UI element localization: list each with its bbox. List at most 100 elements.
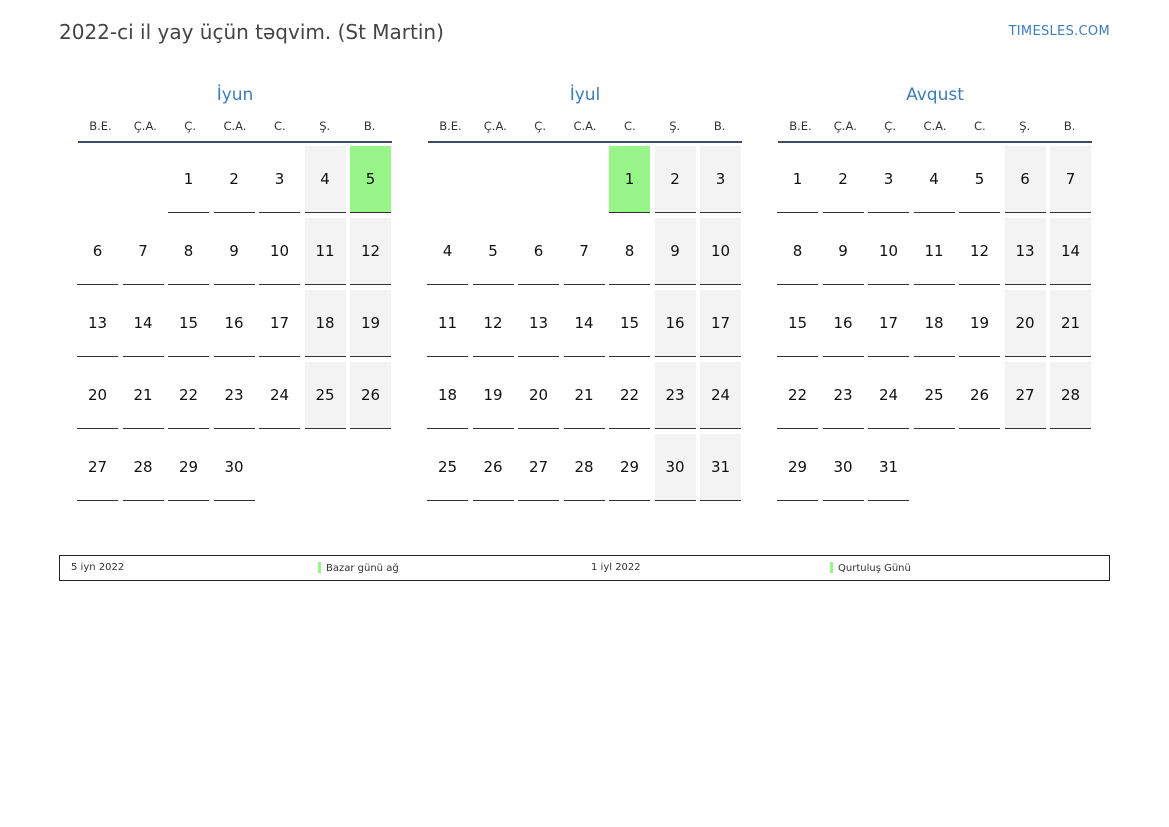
day-cell: 27 xyxy=(1004,362,1046,429)
weekday-label: B. xyxy=(713,119,726,133)
day-cell: 1 xyxy=(168,146,209,213)
weekday-label: B.E. xyxy=(439,119,462,133)
day-cell: 18 xyxy=(913,290,955,357)
day-cell: 29 xyxy=(609,434,650,501)
weekday-label: Ç.A. xyxy=(133,119,157,133)
day-cell: 13 xyxy=(518,290,559,357)
day-cell: 20 xyxy=(518,362,559,429)
month-title: İyun xyxy=(216,85,254,105)
day-cell: 3 xyxy=(700,146,741,213)
day-cell: 4 xyxy=(427,218,468,285)
day-cell: 3 xyxy=(868,146,909,213)
day-cell: 11 xyxy=(304,218,346,285)
day-cell: 7 xyxy=(563,218,605,285)
day-cell: 28 xyxy=(563,434,605,501)
day-cell: 9 xyxy=(213,218,255,285)
day-cell: 14 xyxy=(563,290,605,357)
day-cell: 10 xyxy=(700,218,741,285)
weekday-label: Ş. xyxy=(1019,119,1031,133)
day-cell: 30 xyxy=(654,434,696,501)
day-cell: 17 xyxy=(868,290,909,357)
day-cell: 11 xyxy=(913,218,955,285)
empty-day-cell xyxy=(123,146,164,212)
day-cell: 25 xyxy=(913,362,955,429)
day-cell: 21 xyxy=(1050,290,1091,357)
day-cell: 23 xyxy=(213,362,255,429)
empty-day-cell xyxy=(77,146,118,212)
day-cell: 27 xyxy=(518,434,559,501)
day-cell: 30 xyxy=(213,434,255,501)
day-cell: 19 xyxy=(350,290,391,357)
day-cell: 20 xyxy=(1004,290,1046,357)
day-cell: 1 xyxy=(777,146,818,213)
weekday-label: Ç. xyxy=(884,119,896,133)
weekday-label: C.A. xyxy=(923,119,947,133)
day-cell: 19 xyxy=(959,290,1000,357)
weekday-label: B. xyxy=(363,119,376,133)
day-cell: 31 xyxy=(868,434,909,501)
day-cell: 6 xyxy=(518,218,559,285)
day-cell: 24 xyxy=(700,362,741,429)
weekday-label: C.A. xyxy=(223,119,247,133)
day-cell: 29 xyxy=(777,434,818,501)
holiday-day-cell: 1 xyxy=(609,146,650,213)
day-cell: 5 xyxy=(959,146,1000,213)
day-cell: 2 xyxy=(213,146,255,213)
day-cell: 3 xyxy=(259,146,300,213)
empty-day-cell xyxy=(473,146,514,212)
day-cell: 16 xyxy=(822,290,864,357)
weekday-label: Ş. xyxy=(319,119,331,133)
day-cell: 16 xyxy=(654,290,696,357)
day-cell: 21 xyxy=(122,362,164,429)
day-cell: 26 xyxy=(350,362,391,429)
legend-date: 5 iyn 2022 xyxy=(71,562,125,573)
day-cell: 8 xyxy=(777,218,818,285)
day-cell: 18 xyxy=(304,290,346,357)
weekday-label: C.A. xyxy=(573,119,597,133)
day-cell: 10 xyxy=(259,218,300,285)
weekday-label: Ş. xyxy=(669,119,681,133)
day-cell: 7 xyxy=(122,218,164,285)
day-cell: 12 xyxy=(350,218,391,285)
day-cell: 25 xyxy=(427,434,468,501)
day-cell: 16 xyxy=(213,290,255,357)
legend-entry: Bazar günü ağ xyxy=(318,562,399,574)
weekday-label: B.E. xyxy=(789,119,812,133)
empty-day-cell xyxy=(427,146,468,212)
day-cell: 31 xyxy=(700,434,741,501)
weekday-label: C. xyxy=(274,119,286,133)
day-cell: 28 xyxy=(1050,362,1091,429)
holiday-legend: 5 iyn 2022 Bazar günü ağ 1 iyl 2022 Qurt… xyxy=(59,555,1110,581)
weekday-label: B. xyxy=(1063,119,1076,133)
month-title: İyul xyxy=(569,85,601,105)
weekday-label: Ç. xyxy=(534,119,546,133)
brand-link[interactable]: TIMESLES.COM xyxy=(1008,24,1110,39)
day-cell: 8 xyxy=(168,218,209,285)
weekday-label: Ç. xyxy=(184,119,196,133)
day-cell: 23 xyxy=(654,362,696,429)
day-cell: 4 xyxy=(304,146,346,213)
holiday-day-cell: 5 xyxy=(350,146,391,213)
holiday-color-marker xyxy=(318,562,321,573)
day-cell: 9 xyxy=(822,218,864,285)
day-cell: 17 xyxy=(259,290,300,357)
weekday-header: B.E. Ç.A. Ç. C.A. C. Ş. B. xyxy=(78,108,392,143)
weekday-label: Ç.A. xyxy=(483,119,507,133)
day-cell: 17 xyxy=(700,290,741,357)
day-cell: 8 xyxy=(609,218,650,285)
day-cell: 20 xyxy=(77,362,118,429)
day-cell: 22 xyxy=(609,362,650,429)
day-cell: 25 xyxy=(304,362,346,429)
day-cell: 15 xyxy=(609,290,650,357)
day-cell: 15 xyxy=(777,290,818,357)
day-cell: 6 xyxy=(1004,146,1046,213)
holiday-color-marker xyxy=(830,562,833,573)
day-cell: 22 xyxy=(777,362,818,429)
day-grid: 1 2 3 4 5 6 7 8 9 10 11 12 13 14 15 16 17 18 19 20 21 22 23 24 2… xyxy=(77,146,393,501)
day-cell: 14 xyxy=(1050,218,1091,285)
legend-entry: Qurtuluş Günü xyxy=(830,562,911,574)
day-cell: 2 xyxy=(822,146,864,213)
month-title: Avqust xyxy=(906,85,964,105)
